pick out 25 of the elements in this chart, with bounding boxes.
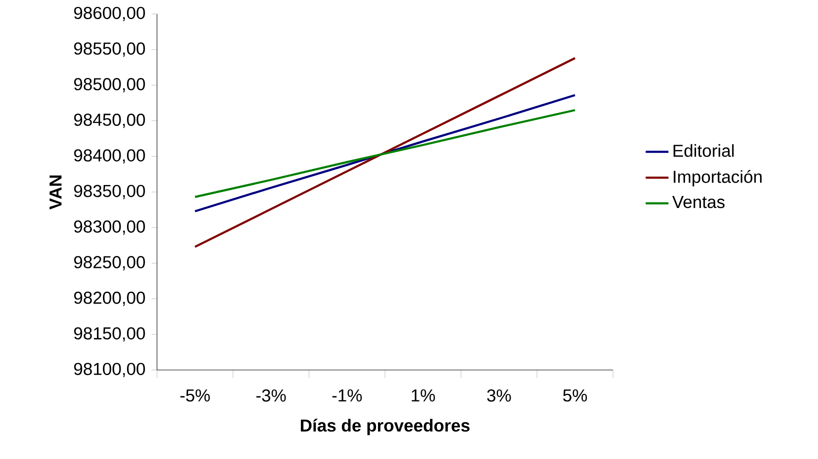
y-tick-label: 98250,00 <box>74 256 145 270</box>
y-tick-label: 98600,00 <box>74 6 145 22</box>
y-tick-label: 98350,00 <box>74 184 145 200</box>
y-tick-label: 98450,00 <box>74 114 145 128</box>
y-tick-label: 98500,00 <box>74 78 145 92</box>
x-tick-label: -1% <box>332 389 362 402</box>
x-axis-title: Días de proveedores <box>300 418 470 436</box>
x-tick-label: 3% <box>487 389 511 402</box>
legend-label: Importación <box>674 170 762 186</box>
line-series <box>194 94 576 212</box>
x-tick-label: -3% <box>256 389 286 402</box>
x-tick-label: 5% <box>563 389 587 402</box>
y-tick-label: 98400,00 <box>74 149 145 164</box>
x-tick-label: 1% <box>412 389 435 402</box>
line-series <box>194 109 576 198</box>
y-tick-label: 98100,00 <box>74 362 145 378</box>
line-series <box>194 57 576 248</box>
legend-label: Editorial <box>674 144 734 157</box>
y-axis-title: VAN <box>50 175 62 210</box>
y-tick-label: 98150,00 <box>74 327 145 342</box>
y-tick-label: 98300,00 <box>74 220 145 235</box>
y-tick-label: 98200,00 <box>74 292 145 306</box>
x-tick-label: -5% <box>180 389 210 402</box>
y-tick-label: 98550,00 <box>74 42 145 57</box>
legend-label: Ventas <box>672 196 725 208</box>
